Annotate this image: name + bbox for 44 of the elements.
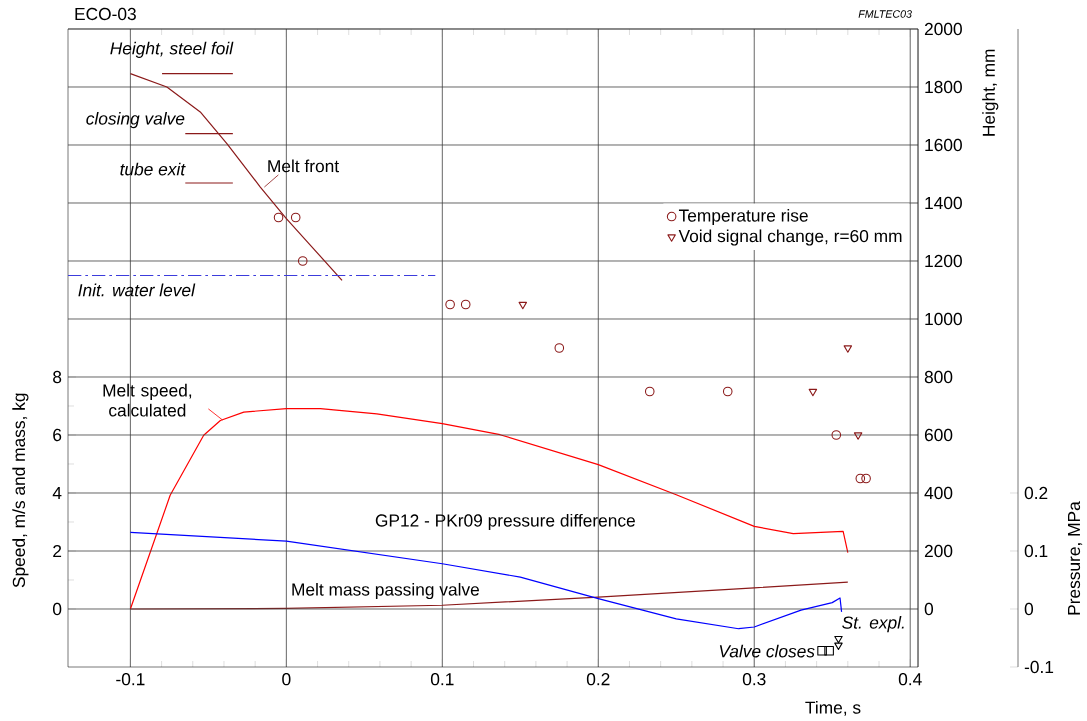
y3-tick-label: 0.1 [1024,544,1048,558]
x-tick-label: -0.1 [116,673,145,686]
y2-tick-label: 1400 [925,196,962,210]
series-label: Height, steel foil [110,41,234,58]
y2-tick-label: 800 [924,370,953,384]
y2-tick-label: 400 [924,486,953,500]
y-tick-label: 0 [52,602,62,616]
series-label: Valve closes [719,644,815,658]
y3-tick-label: 0.2 [1024,486,1048,500]
y3-tick-label: -0.1 [1024,660,1054,674]
x-tick-label: 0 [282,673,291,686]
y-tick-label: 6 [53,428,62,442]
y2-tick-label: 0 [924,602,934,616]
y2-tick-label: 1600 [925,138,962,152]
series-label: Init. water level [78,283,196,297]
series-label: closing valve [86,111,185,129]
series-label: St. expl. [842,615,904,633]
y-tick-label: 4 [52,487,62,499]
x-tick-label: 0.1 [430,673,454,686]
text: ECO-03 [75,7,136,21]
x-axis-title: Time, s [805,701,861,716]
series-label: GP12 - PKr09 pressure difference [375,513,635,531]
x-tick-label: 0.2 [586,673,610,686]
series-label: Melt speed, calculated [103,383,192,417]
legend-label: Temperature rise [678,208,808,226]
y3-axis-title: Pressure, MPa [1068,501,1083,615]
x-tick-label: 0.3 [742,673,766,686]
y2-tick-label: 1200 [925,254,962,268]
y2-tick-label: 1800 [925,80,962,94]
y2-axis-title: Height, mm [982,49,999,136]
text: FMLTEC03 [858,10,912,18]
y-tick-label: 2 [53,544,62,558]
series-label: Melt mass passing valve [292,582,479,600]
y2-tick-label: 2000 [924,22,962,36]
series-label: Melt front [268,159,339,173]
y3-tick-label: 0 [1024,602,1034,616]
y2-tick-label: 200 [924,544,953,558]
y2-tick-label: 600 [924,428,953,442]
series-label: tube exit [120,162,186,176]
legend-label: Void signal change, r=60 mm [678,229,902,246]
y2-tick-label: 1000 [925,312,962,326]
y-axis-title: Speed, m/s and mass, kg [12,393,29,588]
y-tick-label: 8 [53,370,62,384]
x-tick-label: 0.4 [898,673,922,686]
